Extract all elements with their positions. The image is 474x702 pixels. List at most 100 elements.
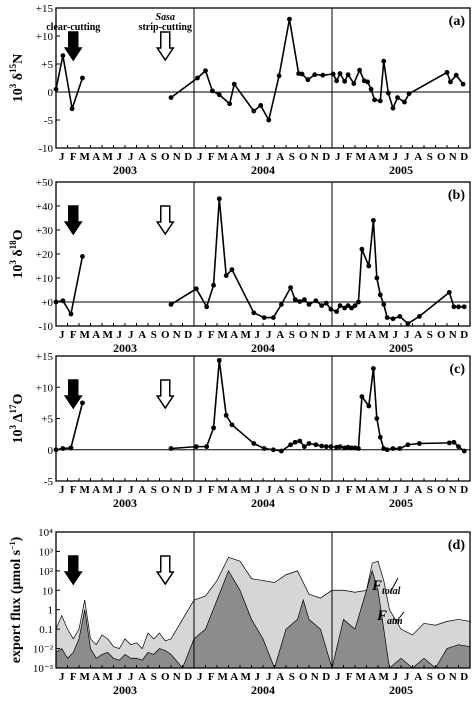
month-label: M bbox=[103, 329, 114, 341]
month-label: M bbox=[218, 151, 229, 163]
strip-cutting-arrow bbox=[155, 379, 175, 410]
y-tick-label: 10³ bbox=[39, 546, 54, 558]
data-point bbox=[227, 101, 233, 107]
month-label: A bbox=[414, 484, 422, 496]
month-label: N bbox=[449, 484, 457, 496]
month-label: O bbox=[437, 671, 446, 683]
data-point bbox=[357, 67, 362, 73]
data-point bbox=[229, 422, 235, 428]
data-point bbox=[372, 97, 377, 103]
series-line bbox=[170, 19, 464, 123]
y-axis-label-text: export flux (μmol s bbox=[9, 549, 24, 663]
data-point bbox=[417, 441, 422, 446]
data-point bbox=[381, 302, 387, 307]
month-label: N bbox=[311, 484, 319, 496]
data-point bbox=[60, 298, 66, 304]
month-label: A bbox=[368, 151, 376, 163]
data-point bbox=[168, 302, 174, 307]
data-point bbox=[168, 446, 174, 451]
data-point bbox=[366, 403, 372, 409]
month-label: J bbox=[266, 151, 272, 163]
month-label: O bbox=[299, 671, 308, 683]
data-point bbox=[405, 321, 411, 326]
strip-cutting-arrow bbox=[155, 31, 175, 62]
y-tick-label: 10⁻³ bbox=[33, 663, 54, 675]
month-label: J bbox=[266, 329, 272, 341]
month-label: A bbox=[92, 329, 100, 341]
data-point bbox=[60, 446, 66, 451]
y-tick-label: +20 bbox=[36, 249, 54, 261]
panel-d: FtotalFatm10⁴10³10²1010.110⁻²10⁻³JFMAMJJ… bbox=[8, 527, 471, 697]
data-point bbox=[323, 300, 329, 306]
year-label: 2004 bbox=[251, 163, 275, 177]
data-point bbox=[299, 71, 305, 77]
pointer-fatm bbox=[395, 611, 405, 623]
data-point bbox=[211, 282, 216, 288]
y-axis-label-exp: 3 bbox=[8, 83, 18, 88]
data-point bbox=[216, 357, 222, 363]
month-label: A bbox=[276, 484, 284, 496]
month-label: J bbox=[255, 484, 261, 496]
data-point bbox=[323, 444, 329, 450]
month-label: D bbox=[322, 484, 330, 496]
month-label: A bbox=[138, 151, 146, 163]
month-label: J bbox=[197, 484, 203, 496]
data-point bbox=[453, 72, 459, 78]
data-point bbox=[351, 81, 357, 86]
month-label: M bbox=[218, 329, 229, 341]
data-point bbox=[223, 273, 229, 278]
plot-frame bbox=[55, 355, 471, 482]
strip-cutting-label: strip-cutting bbox=[139, 22, 192, 33]
panel-label: (b) bbox=[448, 188, 465, 203]
data-point bbox=[251, 310, 257, 316]
panel-b: +50+40+30+20+10+0-10J F M A M J J A S O N D J F M A M J J A… bbox=[8, 177, 471, 355]
data-point bbox=[306, 441, 312, 446]
data-point bbox=[456, 304, 461, 310]
data-point bbox=[80, 400, 85, 406]
data-point bbox=[381, 58, 387, 64]
month-label: J bbox=[335, 671, 341, 683]
month-label: J bbox=[197, 671, 203, 683]
month-label: J bbox=[266, 671, 272, 683]
data-point bbox=[53, 86, 59, 92]
data-point bbox=[216, 196, 222, 202]
month-label: A bbox=[138, 484, 146, 496]
month-label: O bbox=[299, 151, 308, 163]
month-label: A bbox=[92, 484, 100, 496]
data-point bbox=[451, 304, 457, 310]
month-label: J bbox=[197, 329, 203, 341]
month-label: F bbox=[346, 671, 353, 683]
y-tick-label: -5 bbox=[44, 476, 54, 488]
data-point bbox=[80, 254, 85, 259]
month-label: F bbox=[70, 151, 77, 163]
month-label: O bbox=[299, 329, 308, 341]
month-label: M bbox=[356, 329, 367, 341]
data-point bbox=[251, 441, 257, 446]
month-label: N bbox=[311, 671, 319, 683]
month-label: N bbox=[311, 151, 319, 163]
data-point bbox=[292, 439, 298, 445]
data-point bbox=[313, 298, 319, 304]
month-label: S bbox=[289, 484, 295, 496]
y-axis-label-main: δ bbox=[11, 249, 26, 260]
month-label: F bbox=[346, 329, 353, 341]
month-label: J bbox=[335, 329, 341, 341]
y-tick-label: +40 bbox=[36, 201, 54, 213]
data-point bbox=[203, 68, 208, 74]
data-point bbox=[229, 267, 235, 272]
month-label: A bbox=[230, 671, 238, 683]
month-label: J bbox=[59, 484, 65, 496]
data-point bbox=[251, 108, 257, 114]
data-point bbox=[402, 99, 407, 105]
data-point bbox=[261, 446, 267, 451]
month-label: D bbox=[460, 329, 468, 341]
data-point bbox=[168, 95, 174, 100]
data-point bbox=[342, 305, 348, 311]
month-label: N bbox=[449, 151, 457, 163]
y-axis-label: export flux (μmol s−1) bbox=[8, 536, 24, 663]
data-point bbox=[345, 72, 351, 78]
year-label: 2005 bbox=[389, 496, 413, 510]
y-tick-label: 1 bbox=[48, 605, 54, 617]
data-point bbox=[302, 444, 307, 450]
month-label: M bbox=[80, 151, 91, 163]
